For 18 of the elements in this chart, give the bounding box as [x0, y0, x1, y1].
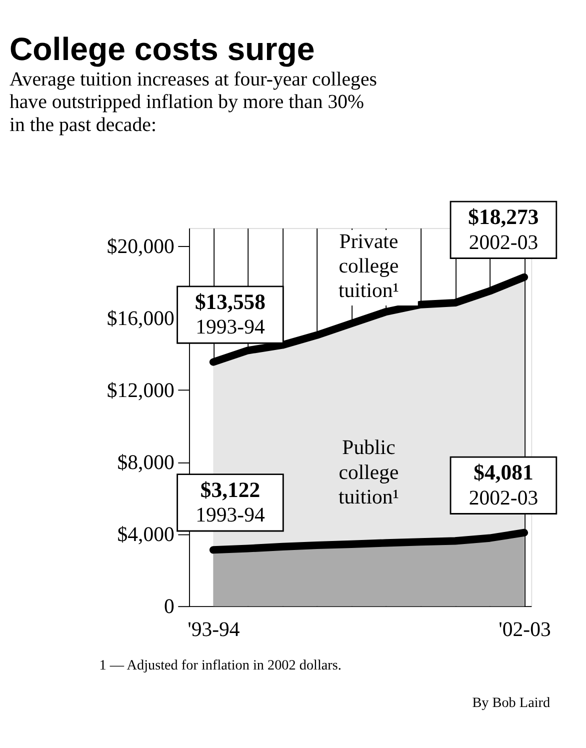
y-tick-label: $20,000 [106, 235, 174, 258]
annotation: $13,558 1993-94 [194, 290, 266, 339]
series-label: Public college tuition¹ [338, 436, 399, 508]
y-tick-label: 0 [164, 595, 174, 618]
chart-subtitle: Average tuition increases at four-year colleges have outstripped inflation by more than 30% in the past decade: [9, 68, 377, 136]
y-tick-label: $12,000 [106, 379, 174, 402]
series-label: Private college tuition¹ [338, 230, 399, 302]
x-tick-label: '02-03 [498, 618, 551, 641]
text: 1 — Adjusted for inflation in 2002 dollars. [99, 657, 342, 674]
annotation: $4,081 2002-03 [468, 460, 538, 510]
y-tick-label: $4,000 [117, 523, 174, 546]
annotation: $18,273 2002-03 [468, 205, 539, 254]
chart-title: College costs surge [9, 30, 315, 67]
text: By Bob Laird [472, 695, 550, 712]
y-tick-label: $16,000 [106, 307, 174, 330]
annotation: $3,122 1993-94 [196, 478, 266, 527]
x-tick-label: '93-94 [188, 618, 240, 641]
y-tick-label: $8,000 [117, 451, 174, 474]
